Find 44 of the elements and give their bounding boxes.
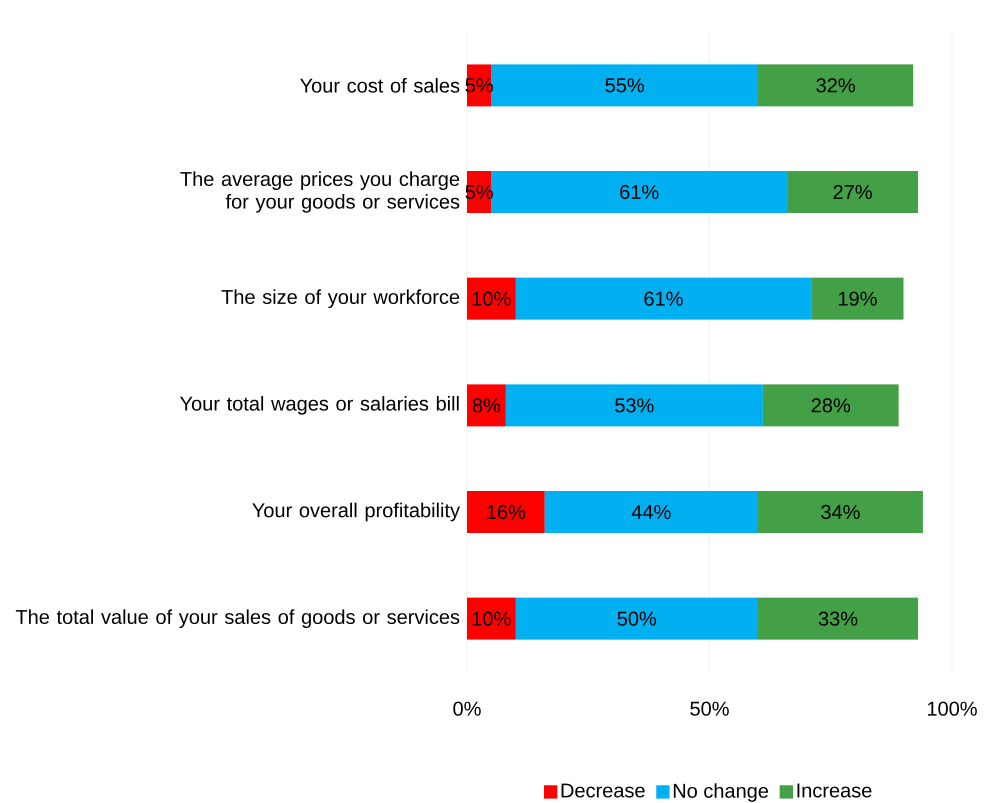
data-label: 8%: [472, 398, 500, 412]
bar: [467, 598, 516, 640]
legend-label: Decrease: [562, 784, 645, 798]
bar: [758, 64, 914, 106]
data-label: 10%: [472, 612, 511, 626]
bar: [544, 491, 758, 534]
data-label: 33%: [818, 612, 858, 626]
bar: [787, 171, 918, 214]
bar: [467, 278, 516, 320]
legend-label: Increase: [797, 784, 872, 798]
bar: [467, 384, 506, 426]
bar: [811, 278, 904, 320]
x-tick-label: 50%: [690, 702, 729, 716]
data-label: 19%: [838, 292, 877, 306]
data-label: 50%: [618, 612, 656, 626]
data-label: 61%: [620, 184, 658, 200]
bar: [516, 598, 758, 640]
y-tick-label: Your overall profitability: [252, 502, 460, 522]
data-label: 32%: [816, 78, 855, 92]
y-tick-label: Your cost of sales: [300, 78, 460, 93]
data-label: 34%: [821, 504, 860, 520]
x-tick-label: 100%: [928, 702, 977, 716]
bar: [506, 384, 763, 426]
data-label: 53%: [615, 398, 654, 412]
y-tick-label: Your total wages or salaries bill: [180, 396, 459, 415]
data-label: 28%: [812, 398, 850, 412]
y-tick-label: The size of your workforce: [222, 289, 460, 308]
bar: [467, 491, 545, 534]
bar: [516, 278, 812, 320]
bar: [762, 384, 899, 426]
data-label: 16%: [487, 504, 526, 520]
legend-label: No change: [674, 783, 768, 802]
data-label: 44%: [632, 505, 671, 520]
data-label: 27%: [834, 184, 872, 200]
y-tick-label: The total value of your sales of goods or services: [16, 609, 460, 628]
data-label: 55%: [605, 78, 644, 92]
bar: [491, 171, 788, 214]
bar: [758, 491, 923, 534]
bar: [758, 598, 918, 640]
x-tick-label: 0%: [453, 702, 481, 716]
y-tick-label: The average prices you charge for your goods or services: [180, 171, 460, 213]
bar: [491, 64, 758, 106]
data-label: 61%: [644, 292, 683, 306]
data-label: 10%: [472, 292, 511, 306]
